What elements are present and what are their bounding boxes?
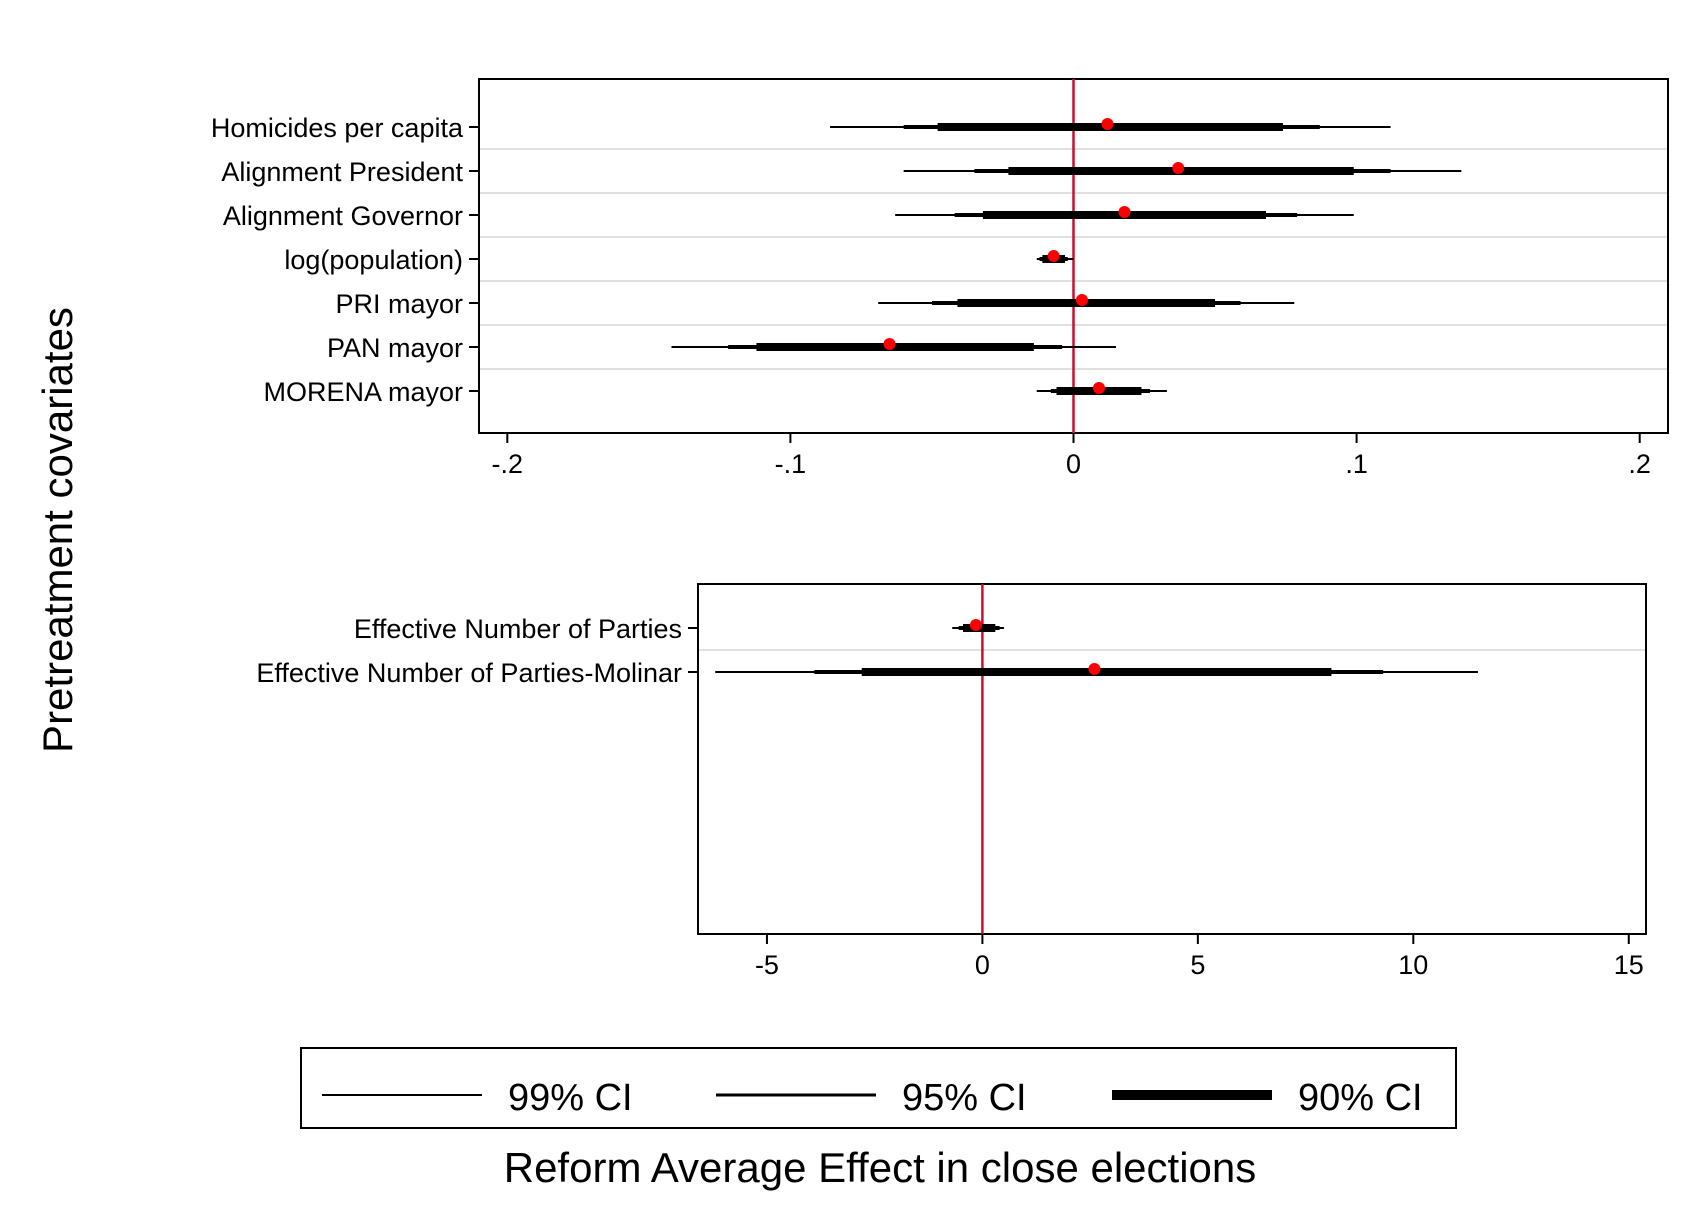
row-label: Homicides per capita: [211, 113, 464, 143]
x-tick-label: -.2: [492, 449, 524, 479]
legend-box: [300, 1047, 1457, 1129]
row-label: Alignment Governor: [223, 201, 463, 231]
x-tick-label: -5: [755, 950, 779, 980]
point-estimate: [1118, 206, 1131, 218]
legend: 99% CI 95% CI 90% CI: [300, 1047, 1457, 1129]
x-tick-label: .2: [1628, 449, 1651, 479]
x-axis-label: Reform Average Effect in close elections: [504, 1144, 1257, 1191]
row-label: Effective Number of Parties: [354, 614, 682, 644]
point-estimate: [1172, 162, 1185, 174]
y-axis-label: Pretreatment covariates: [34, 307, 81, 753]
point-estimate: [1088, 663, 1101, 675]
x-tick-label: 0: [1066, 449, 1081, 479]
point-estimate: [1092, 382, 1105, 394]
x-tick-label: 0: [975, 950, 990, 980]
point-estimate: [883, 338, 896, 350]
x-tick-label: 15: [1614, 950, 1644, 980]
plot-frame: [697, 583, 1647, 935]
x-tick-label: -.1: [775, 449, 807, 479]
row-label: MORENA mayor: [263, 377, 463, 407]
panel-2: -5 0 5 10 15 Effective Number of Parties Effec…: [256, 583, 1647, 980]
panel-1: -.2 -.1 0 .1 .2 Homicides per capita Alignment…: [211, 78, 1669, 479]
point-estimate: [1047, 250, 1060, 262]
legend-label-3: 90% CI: [1298, 1077, 1423, 1119]
row-label: log(population): [284, 245, 463, 275]
point-estimate: [1075, 294, 1088, 306]
point-estimate: [1101, 118, 1114, 130]
x-tick-label: 5: [1190, 950, 1205, 980]
legend-label-2: 95% CI: [902, 1077, 1027, 1119]
legend-label-1: 99% CI: [508, 1077, 633, 1119]
row-label: PAN mayor: [327, 333, 463, 363]
row-label: PRI mayor: [335, 289, 463, 319]
x-tick-label: 10: [1398, 950, 1428, 980]
row-label: Effective Number of Parties-Molinar: [256, 658, 682, 688]
row-label: Alignment President: [221, 157, 463, 187]
point-estimate: [969, 619, 982, 631]
x-tick-label: .1: [1345, 449, 1368, 479]
panels: -.2 -.1 0 .1 .2 Homicides per capita Alignment…: [211, 78, 1669, 980]
